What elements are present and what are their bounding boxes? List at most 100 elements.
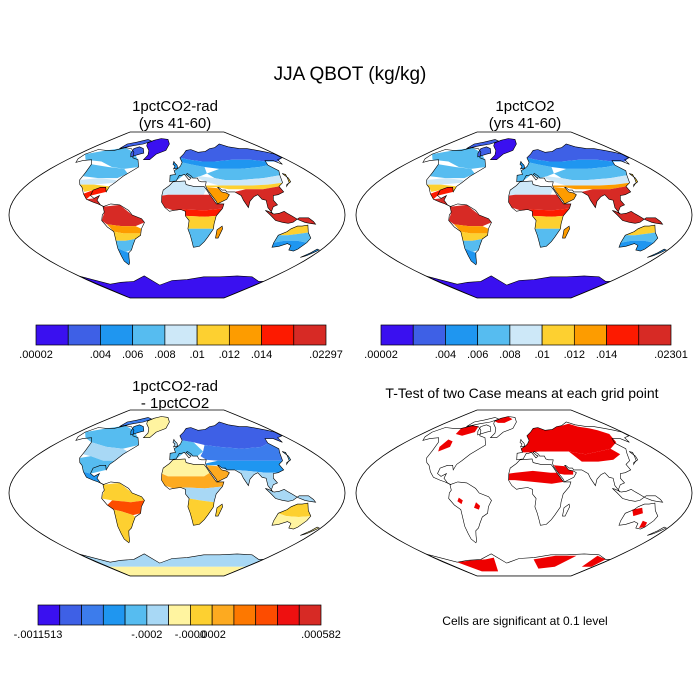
colorbar-tick-label: .01 (189, 349, 204, 361)
colorbar-swatch (509, 324, 543, 346)
colorbar-swatch (35, 324, 69, 346)
field-cell (494, 416, 513, 423)
colorbar-tick-label: .014 (251, 349, 272, 361)
field-cell (205, 182, 283, 190)
field-cell (143, 138, 170, 160)
coastline-baffin (477, 146, 492, 158)
panel-title-line2: - 1pctCO2 (140, 395, 210, 412)
field-cell (179, 157, 278, 169)
colorbar-tick-label: .02297 (309, 349, 343, 361)
field-cell (448, 204, 492, 227)
panel-title-line2: (yrs 41-60) (488, 115, 562, 132)
field-cell (516, 162, 554, 182)
colorbar-swatch (277, 604, 300, 626)
colorbar-swatch (412, 324, 446, 346)
field-cell (107, 566, 247, 576)
panel-title-line1: 1pctCO2-rad (132, 98, 218, 115)
field-cell (85, 425, 139, 449)
colorbar-swatch (255, 604, 278, 626)
field-cell (612, 210, 663, 225)
colorbar-tick-label: -.0002 (131, 629, 162, 641)
field-cell (197, 175, 283, 186)
field-cell (490, 138, 517, 160)
field-cell (526, 157, 625, 169)
colorbar-swatch (638, 324, 672, 346)
field-cell (278, 225, 309, 236)
field-cell (161, 458, 210, 477)
map-panel-top-right (355, 131, 693, 299)
colorbar-swatch (190, 604, 213, 626)
field-cell (553, 187, 577, 204)
coastlines (75, 416, 320, 576)
field-cell (206, 187, 230, 204)
field-cell (101, 482, 145, 503)
field-cell (520, 161, 525, 169)
field-cell (83, 442, 128, 461)
field-cell (83, 164, 128, 179)
field-cell (106, 224, 142, 234)
field-cell (215, 504, 223, 517)
coastline-baffin (130, 424, 145, 436)
coastline-uk (519, 438, 526, 448)
field-cell (116, 239, 136, 252)
coastline-eurasia (516, 421, 632, 493)
coastline-greenland (489, 416, 517, 438)
field-cell (83, 187, 107, 200)
field-cell (460, 231, 488, 241)
field-cell (581, 186, 631, 213)
field-cell (508, 180, 554, 196)
ocean-background (356, 410, 692, 576)
field-cell (143, 416, 170, 438)
map-panel-bottom-left (8, 409, 346, 577)
field-cell (265, 210, 316, 225)
coastline-eurasia (169, 143, 285, 215)
panel-title-bottom-right: T-Test of two Case means at each grid po… (352, 385, 692, 402)
coastline-nz (647, 248, 667, 258)
coastlines (422, 138, 667, 298)
field-cell (187, 228, 214, 248)
panel-title-line1: 1pctCO2 (495, 98, 555, 115)
coastline-nz (300, 526, 320, 536)
coastline-northAmerica (75, 147, 139, 207)
panel-title-top-left: 1pctCO2-rad (yrs 41-60) (75, 98, 275, 132)
field-cell (169, 162, 207, 182)
field-cell (234, 186, 284, 213)
field-cell (457, 497, 463, 505)
colorbar-swatch (380, 324, 414, 346)
coastline-southAmerica (101, 481, 145, 544)
field-cell (185, 215, 217, 229)
coastline-southAmerica (448, 203, 492, 266)
colorbar-swatch (541, 324, 575, 346)
field-cell (455, 425, 479, 436)
colorbar-tick-label: .008 (499, 349, 520, 361)
coastline-northAmerica (422, 425, 486, 485)
field-cell (625, 225, 656, 236)
field-cell (620, 232, 658, 243)
field-cell (466, 139, 499, 149)
field-cell (432, 147, 486, 169)
coastline-eurasia (516, 143, 632, 215)
coastline-indonesia (612, 210, 664, 225)
field-cell (234, 469, 279, 491)
coastline-madagascar (562, 503, 570, 517)
colorbar-tick-label: .008 (154, 349, 175, 361)
colorbar-tick-label: .00002 (19, 349, 53, 361)
field-cell (534, 228, 561, 248)
colorbar-tick-label: .014 (596, 349, 617, 361)
panel-title-line2: (yrs 41-60) (138, 115, 212, 132)
field-cell (526, 144, 629, 162)
colorbar-swatch (168, 604, 191, 626)
coastline-greenland (142, 416, 170, 438)
colorbar-swatch (573, 324, 607, 346)
field-cell (619, 240, 654, 251)
field-cell (508, 194, 571, 211)
colorbar-swatch (261, 324, 295, 346)
field-cell (107, 500, 145, 516)
colorbar-swatch (146, 604, 169, 626)
field-cell (282, 451, 291, 465)
coastline-japan (629, 173, 639, 188)
field-cell (205, 460, 284, 473)
field-cell (206, 165, 280, 180)
coastline-islands_arctic (466, 417, 500, 427)
field-cell (272, 513, 311, 529)
